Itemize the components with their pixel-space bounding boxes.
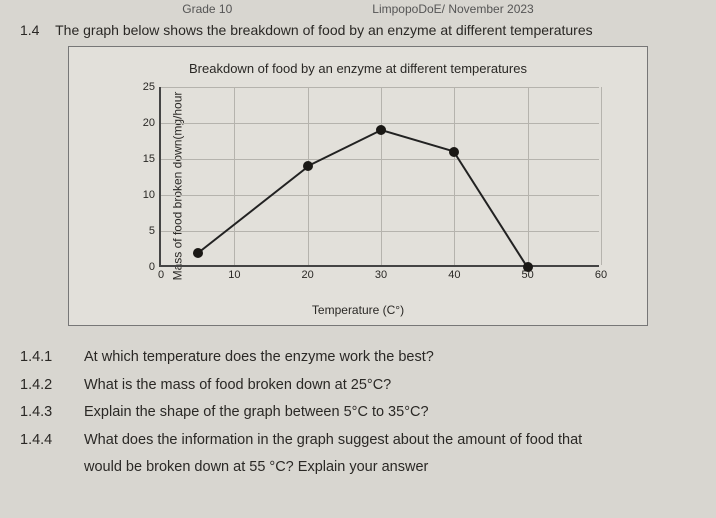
x-tick-label: 20 bbox=[302, 269, 314, 281]
data-line-segment bbox=[381, 129, 455, 153]
gridline-h bbox=[161, 123, 599, 124]
x-axis-label: Temperature (C°) bbox=[69, 303, 647, 317]
data-point bbox=[449, 147, 459, 157]
y-tick-label: 5 bbox=[149, 225, 155, 237]
data-point bbox=[376, 125, 386, 135]
x-tick-label: 10 bbox=[228, 269, 240, 281]
gridline-h bbox=[161, 159, 599, 160]
plot-area: 05101520250102030405060 bbox=[159, 87, 599, 267]
data-point bbox=[523, 262, 533, 272]
gridline-v bbox=[528, 87, 529, 265]
data-line-segment bbox=[453, 151, 528, 267]
gridline-v bbox=[454, 87, 455, 265]
subquestion-number: 1.4.4 bbox=[20, 427, 68, 455]
data-point bbox=[193, 248, 203, 258]
subquestion-number: 1.4.3 bbox=[20, 399, 68, 427]
gridline-v bbox=[381, 87, 382, 265]
subquestion-row: 1.4.2 What is the mass of food broken dow… bbox=[20, 372, 696, 400]
subquestion-row: 1.4.3 Explain the shape of the graph betw… bbox=[20, 399, 696, 427]
subquestion-continuation: would be broken down at 55 °C? Explain y… bbox=[20, 454, 696, 482]
chart-container: Breakdown of food by an enzyme at differ… bbox=[68, 46, 648, 326]
subquestion-number: 1.4.2 bbox=[20, 372, 68, 400]
gridline-h bbox=[161, 195, 599, 196]
subquestion-text: What does the information in the graph s… bbox=[84, 427, 582, 455]
gridline-v bbox=[308, 87, 309, 265]
y-tick-label: 20 bbox=[143, 117, 155, 129]
grade-label: Grade 10 bbox=[182, 2, 232, 16]
subquestion-text: At which temperature does the enzyme wor… bbox=[84, 344, 434, 372]
gridline-v bbox=[234, 87, 235, 265]
chart-title: Breakdown of food by an enzyme at differ… bbox=[69, 61, 647, 76]
data-line-segment bbox=[307, 129, 381, 167]
data-point bbox=[303, 161, 313, 171]
subquestion-text: Explain the shape of the graph between 5… bbox=[84, 399, 429, 427]
data-line-segment bbox=[197, 165, 308, 253]
question-header: 1.4 The graph below shows the breakdown … bbox=[0, 16, 716, 46]
x-tick-label: 0 bbox=[158, 269, 164, 281]
y-tick-label: 15 bbox=[143, 153, 155, 165]
y-tick-label: 10 bbox=[143, 189, 155, 201]
subquestions-list: 1.4.1 At which temperature does the enzym… bbox=[0, 338, 716, 488]
gridline-v bbox=[601, 87, 602, 265]
question-text: The graph below shows the breakdown of f… bbox=[55, 22, 593, 38]
subquestion-row: 1.4.4 What does the information in the gr… bbox=[20, 427, 696, 455]
x-tick-label: 60 bbox=[595, 269, 607, 281]
x-tick-label: 30 bbox=[375, 269, 387, 281]
x-tick-label: 40 bbox=[448, 269, 460, 281]
y-tick-label: 25 bbox=[143, 81, 155, 93]
page-header: Grade 10 LimpopoDoE/ November 2023 bbox=[0, 0, 716, 16]
question-number: 1.4 bbox=[20, 22, 39, 38]
subquestion-row: 1.4.1 At which temperature does the enzym… bbox=[20, 344, 696, 372]
y-tick-label: 0 bbox=[149, 261, 155, 273]
subquestion-number: 1.4.1 bbox=[20, 344, 68, 372]
subquestion-text: What is the mass of food broken down at … bbox=[84, 372, 391, 400]
exam-label: LimpopoDoE/ November 2023 bbox=[372, 2, 533, 16]
gridline-h bbox=[161, 87, 599, 88]
